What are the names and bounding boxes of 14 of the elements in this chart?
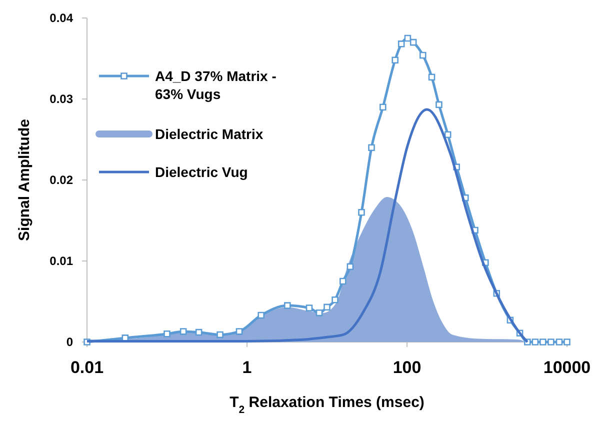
x-tick-label: 0.01	[70, 358, 104, 377]
y-tick-label: 0.04	[50, 11, 74, 25]
x-tick-label: 10000	[543, 358, 591, 377]
x-axis-title: T$_{2}$ Relaxation Times (msec)	[230, 394, 424, 416]
y-tick-label: 0	[66, 335, 74, 349]
legend-label: Dielectric Vug	[155, 164, 248, 180]
x-tick-label: 1	[242, 358, 252, 377]
x-tick-label: 100	[392, 358, 422, 377]
legend-label: A4_D 37% Matrix - 63% Vugs	[155, 68, 277, 102]
y-tick-label: 0.03	[50, 92, 74, 106]
y-axis-title: Signal Amplitude	[16, 119, 33, 241]
y-tick-label: 0.01	[50, 254, 74, 268]
legend-label: Dielectric Matrix	[155, 126, 264, 142]
y-tick-label: 0.02	[50, 173, 74, 187]
